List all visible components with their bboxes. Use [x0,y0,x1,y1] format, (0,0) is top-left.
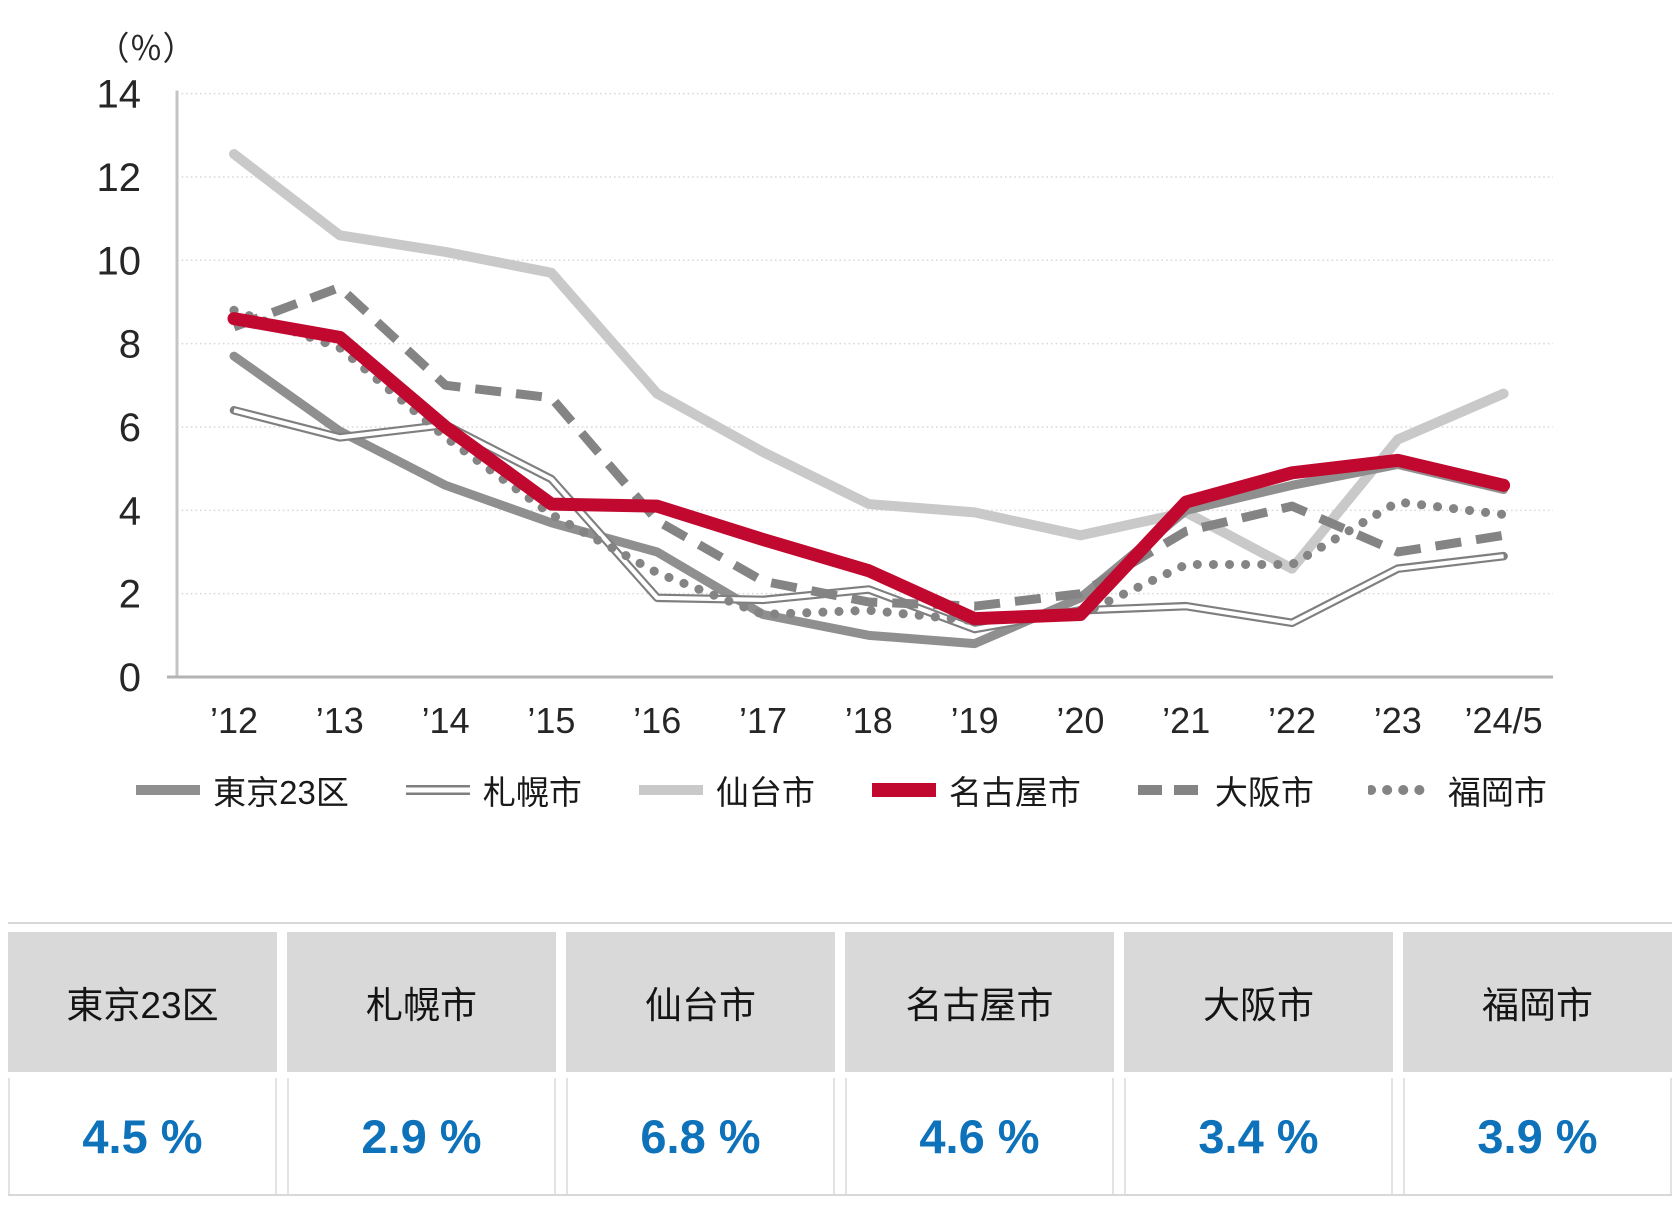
series-line-tokyo23 [229,351,1509,649]
table-header-cell-nagoya: 名古屋市 [845,932,1114,1072]
x-tick-label: ’14 [422,700,470,741]
table-header-cell-tokyo23: 東京23区 [8,932,277,1072]
y-tick-labels: 0 2 4 6 8 10 12 14 [97,73,142,700]
legend-item-osaka: 大阪市 [1135,766,1314,814]
table-value-row: 4.5 % 2.9 % 6.8 % 4.6 % 3.4 % 3.9 % [8,1078,1672,1196]
x-tick-label: ’20 [1056,700,1104,741]
x-tick-label: ’15 [527,700,575,741]
series-line-nagoya [227,312,1511,626]
table-header-row: 東京23区 札幌市 仙台市 名古屋市 大阪市 福岡市 [8,932,1672,1072]
series-line-fukuoka [229,305,1509,626]
table-value-cell-sendai: 6.8 % [566,1078,835,1194]
x-tick-label: ’18 [845,700,893,741]
table-value-cell-sapporo: 2.9 % [287,1078,556,1194]
legend-line-swatch-fukuoka [1367,785,1438,795]
table-value-cell-osaka: 3.4 % [1124,1078,1393,1194]
table-header-cell-osaka: 大阪市 [1124,932,1393,1072]
table-value-cell-tokyo23: 4.5 % [8,1078,277,1194]
x-tick-label: ’21 [1162,700,1210,741]
legend-label: 東京23区 [213,774,349,811]
legend-item-sendai: 仙台市 [636,766,815,814]
x-tick-label: ’12 [210,700,258,741]
x-tick-labels: ’12 ’13 ’14 ’15 ’16 ’17 ’18 ’19 ’20 ’21 ’22 ’23 ’24/… [210,700,1543,741]
y-tick-label: 0 [119,656,141,700]
series-line-sapporo-core [233,408,1504,632]
y-tick-label: 12 [97,156,142,200]
x-tick-label: ’22 [1268,700,1316,741]
legend-item-nagoya: 名古屋市 [869,766,1081,814]
table-header-cell-sendai: 仙台市 [566,932,835,1072]
legend-line-swatch-osaka [1137,785,1202,795]
legend-line-swatch-sendai [638,785,703,795]
x-tick-label: ’24/5 [1465,700,1543,741]
legend-label: 福岡市 [1447,774,1547,811]
table-header-cell-fukuoka: 福岡市 [1403,932,1672,1072]
table-value-cell-nagoya: 4.6 % [845,1078,1114,1194]
legend-label: 大阪市 [1214,774,1314,811]
x-tick-label: ’19 [951,700,999,741]
legend-item-sapporo: 札幌市 [403,766,582,814]
y-tick-label: 4 [119,489,141,533]
y-tick-label: 6 [119,406,141,450]
legend-label: 札幌市 [482,774,582,811]
legend-label: 名古屋市 [948,774,1081,811]
legend-line-swatch-nagoya [871,783,936,797]
y-tick-label: 8 [119,323,141,367]
table-value-cell-fukuoka: 3.9 % [1403,1078,1672,1194]
x-tick-label: ’17 [739,700,787,741]
legend-line-swatch-tokyo23 [136,785,201,795]
series-line-sendai [229,149,1509,574]
vacancy-line-chart: 0 2 4 6 8 10 12 14 （％） ’12 ’13 ’14 ’15 ’16 ’17 ’18 ’19 ’2… [97,30,1553,741]
legend-line-swatch-sapporo [405,785,470,795]
x-tick-label: ’23 [1374,700,1422,741]
legend-label: 仙台市 [715,774,815,811]
y-tick-label: 10 [97,239,142,283]
legend-item-fukuoka: 福岡市 [1367,766,1547,814]
y-axis-title: （％） [97,30,196,67]
x-tick-label: ’16 [633,700,681,741]
chart-legend: 東京23区 札幌市 仙台市 名古屋市 大阪市 福岡市 [0,766,1680,814]
current-rate-table: 東京23区 札幌市 仙台市 名古屋市 大阪市 福岡市 4.5 % 2.9 % 6… [8,922,1672,1196]
y-tick-label: 2 [119,573,141,617]
y-tick-label: 14 [97,73,142,117]
series-line-sapporo [229,406,1508,634]
series-line-osaka [232,282,1505,611]
x-tick-label: ’13 [316,700,364,741]
legend-item-tokyo23: 東京23区 [133,766,349,814]
table-header-cell-sapporo: 札幌市 [287,932,556,1072]
gridlines [177,92,1553,595]
